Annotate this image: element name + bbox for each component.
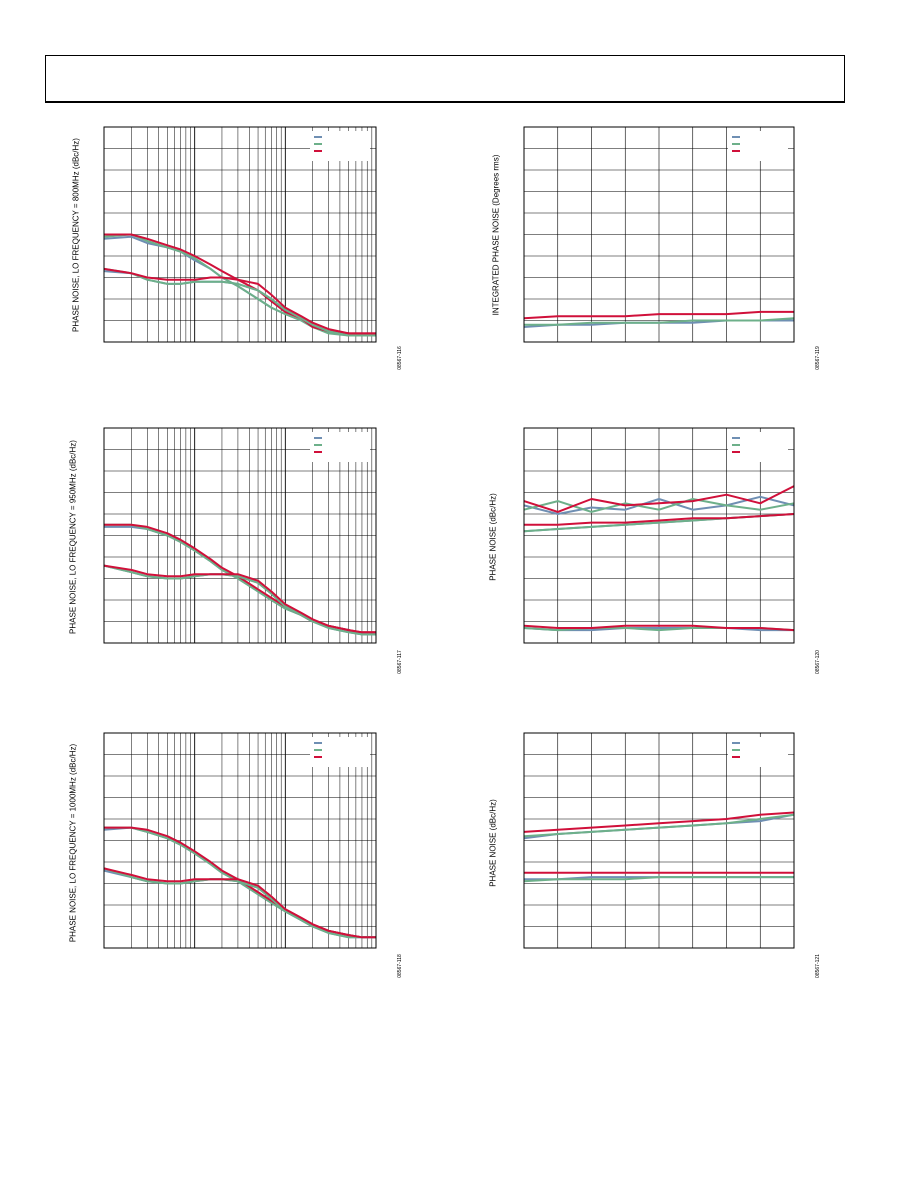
legend-box — [310, 432, 370, 462]
series-line — [103, 267, 376, 335]
page-header-box — [45, 55, 845, 103]
phase-noise-chart-b — [523, 732, 795, 949]
chart-svg — [523, 427, 795, 644]
legend — [310, 131, 370, 161]
legend-box — [728, 432, 788, 462]
chart-svg — [523, 732, 795, 949]
chart-svg — [103, 126, 377, 343]
legend-box — [310, 131, 370, 161]
phase-noise-950mhz-chart — [103, 427, 377, 644]
y-axis-label: INTEGRATED PHASE NOISE (Degrees rms) — [491, 154, 501, 316]
plot-frame — [523, 732, 795, 949]
phase-noise-chart-a — [523, 427, 795, 644]
legend-box — [728, 737, 788, 767]
figure-id: 08567-117 — [397, 650, 403, 674]
series-line — [103, 233, 376, 337]
series-line — [523, 485, 795, 513]
y-axis-label: PHASE NOISE, LO FREQUENCY = 950MHz (dBc/… — [68, 440, 78, 634]
plot-frame — [103, 126, 377, 343]
phase-noise-1000mhz-chart — [103, 732, 377, 949]
plot-frame — [103, 427, 377, 644]
y-axis-label: PHASE NOISE (dBc/Hz) — [488, 493, 498, 581]
figure-id: 08567-119 — [815, 346, 821, 370]
grid — [104, 127, 376, 342]
series-line — [523, 876, 794, 883]
series-line — [103, 867, 376, 939]
series-line — [103, 564, 376, 634]
figure-id: 08567-118 — [397, 954, 403, 978]
y-axis-label: PHASE NOISE (dBc/Hz) — [488, 799, 498, 887]
legend — [310, 432, 370, 462]
legend-box — [310, 737, 370, 767]
series-line — [524, 317, 795, 326]
legend — [728, 737, 788, 767]
series-line — [104, 523, 376, 636]
chart-svg — [523, 126, 795, 343]
grid — [104, 733, 376, 948]
phase-noise-800mhz-chart — [103, 126, 377, 343]
plot-frame — [523, 126, 795, 343]
figure-id: 08567-120 — [815, 650, 821, 674]
series-line — [523, 498, 795, 513]
legend — [728, 432, 788, 462]
y-axis-label: PHASE NOISE, LO FREQUENCY = 800MHz (dBc/… — [71, 138, 81, 332]
series-line — [523, 310, 794, 320]
figure-id: 08567-116 — [397, 346, 403, 370]
figure-id: 08567-121 — [815, 954, 821, 978]
grid — [524, 428, 794, 643]
plot-frame — [523, 427, 795, 644]
series-line — [103, 867, 376, 939]
legend — [728, 131, 788, 161]
series-line — [523, 624, 795, 632]
series-line — [523, 813, 795, 838]
legend — [310, 737, 370, 767]
integrated-phase-noise-chart — [523, 126, 795, 343]
plot-frame — [103, 732, 377, 949]
chart-svg — [103, 427, 377, 644]
y-axis-label: PHASE NOISE, LO FREQUENCY = 1000MHz (dBc… — [68, 743, 78, 943]
series-line — [103, 564, 376, 636]
series-line — [523, 811, 795, 833]
series-line — [103, 267, 376, 337]
legend-box — [728, 131, 788, 161]
chart-svg — [103, 732, 377, 949]
series-line — [524, 513, 795, 526]
